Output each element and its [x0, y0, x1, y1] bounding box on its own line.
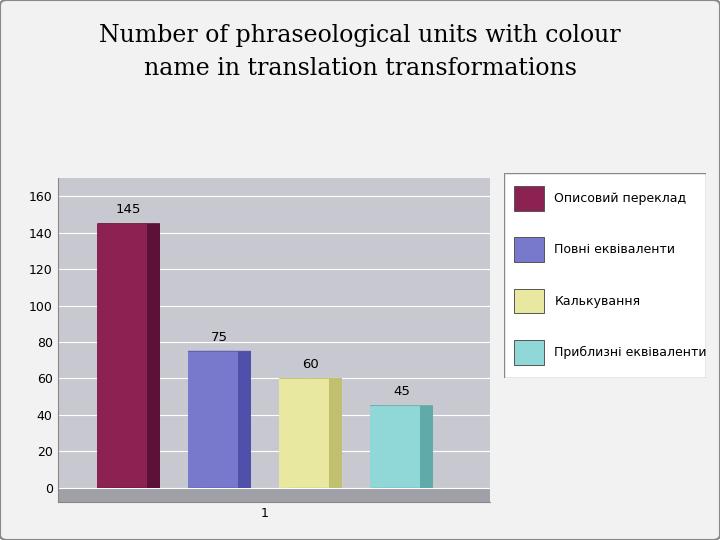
Text: 75: 75 — [211, 331, 228, 344]
Bar — [514, 186, 544, 211]
Text: Number of phraseological units with colour: Number of phraseological units with colo… — [99, 24, 621, 48]
Bar — [238, 351, 251, 488]
Text: 45: 45 — [393, 386, 410, 399]
Text: Калькування: Калькування — [554, 294, 641, 308]
Polygon shape — [58, 488, 490, 502]
Text: name in translation transformations: name in translation transformations — [143, 57, 577, 80]
Bar — [329, 379, 342, 488]
FancyBboxPatch shape — [504, 173, 706, 378]
Text: 60: 60 — [302, 358, 319, 371]
Bar — [148, 224, 160, 488]
Text: Повні еквіваленти: Повні еквіваленти — [554, 243, 675, 256]
Bar — [514, 238, 544, 262]
Bar — [370, 406, 420, 488]
Text: Приблизні еквіваленти: Приблизні еквіваленти — [554, 346, 707, 359]
Bar — [189, 351, 238, 488]
Bar — [420, 406, 433, 488]
Text: Описовий переклад: Описовий переклад — [554, 192, 687, 205]
Text: 145: 145 — [116, 204, 141, 217]
Bar — [279, 379, 329, 488]
Bar — [514, 289, 544, 313]
Bar — [97, 224, 148, 488]
Bar — [514, 340, 544, 364]
